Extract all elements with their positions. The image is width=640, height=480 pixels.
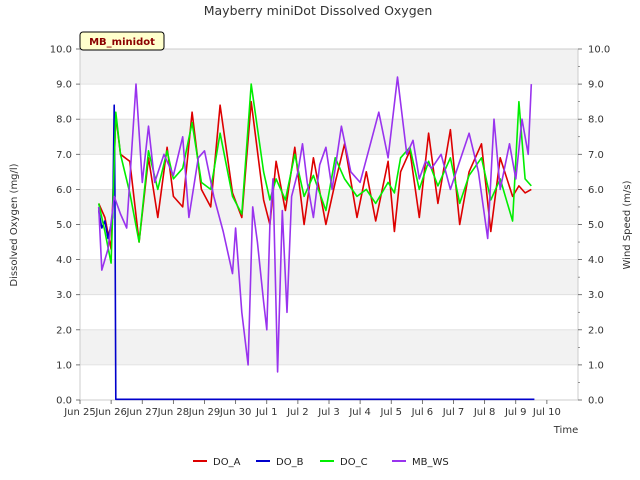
y-tick-right-label: 10.0 [588,45,610,56]
y-tick-right-label: 9.0 [588,80,604,91]
background-band [80,49,578,85]
y-tick-left-label: 1.0 [56,360,72,371]
legend: DO_A DO_B DO_C MB_WS [193,457,449,468]
legend-label-do-a: DO_A [213,457,241,468]
y-tick-left-label: 2.0 [56,325,72,336]
x-tick-label: Jul 1 [255,407,278,418]
legend-label-do-c: DO_C [340,457,368,468]
chart-title: Mayberry miniDot Dissolved Oxygen [204,3,433,18]
x-tick-label: Jul 4 [348,407,371,418]
site-badge: MB_minidot [79,31,165,51]
y-tick-right-label: 2.0 [588,325,604,336]
y-tick-left-label: 3.0 [56,290,72,301]
y-axis-right: 0.0 1.0 2.0 3.0 4.0 5.0 6.0 7.0 8.0 9.0 10.0 [578,45,610,407]
x-tick-label: Jul 10 [532,407,561,418]
series-line-do-c [97,83,532,264]
series-line-do-a [97,100,532,250]
y-tick-right-label: 5.0 [588,220,604,231]
series-lines [97,76,535,401]
y-tick-left-label: 4.0 [56,255,72,266]
y-tick-right-label: 8.0 [588,115,604,126]
series-line-do-b [97,104,535,401]
x-tick-label: Jul 8 [473,407,496,418]
site-badge-label: MB_minidot [89,37,155,48]
y-axis-left: 0.0 1.0 2.0 3.0 4.0 5.0 6.0 7.0 8.0 9.0 10.0 [50,45,80,407]
y-tick-left-label: 0.0 [56,396,72,407]
y-axis-left-label: Dissolved Oxygen (mg/l) [9,163,20,286]
y-tick-right-label: 4.0 [588,255,604,266]
y-tick-right-label: 7.0 [588,150,604,161]
x-tick-label: Jun 28 [157,407,190,418]
y-tick-left-label: 10.0 [50,45,72,56]
x-tick-label: Jul 7 [442,407,465,418]
x-axis-label: Time [553,425,578,436]
x-tick-label: Jun 25 [63,407,96,418]
x-tick-label: Jul 2 [286,407,309,418]
legend-label-mb-ws: MB_WS [412,457,449,468]
x-tick-label: Jul 3 [317,407,340,418]
y-tick-right-label: 1.0 [588,360,604,371]
y-tick-left-label: 7.0 [56,150,72,161]
background-band [80,329,578,365]
y-tick-left-label: 6.0 [56,185,72,196]
background-band [80,119,578,155]
y-tick-right-label: 6.0 [588,185,604,196]
y-tick-right-label: 3.0 [588,290,604,301]
series-line-mb-ws [97,76,533,373]
x-tick-label: Jun 29 [188,407,221,418]
x-tick-label: Jun 26 [94,407,127,418]
x-tick-label: Jun 30 [219,407,252,418]
y-axis-right-label: Wind Speed (m/s) [622,180,633,269]
y-tick-right-label: 0.0 [588,396,604,407]
x-axis: Jun 25 Jun 26 Jun 27 Jun 28 Jun 29 Jun 30 Jul … [63,400,561,418]
x-tick-label: Jul 6 [411,407,434,418]
x-tick-label: Jun 27 [125,407,158,418]
x-tick-label: Jul 9 [504,407,527,418]
y-tick-left-label: 8.0 [56,115,72,126]
y-tick-left-label: 9.0 [56,80,72,91]
y-tick-left-label: 5.0 [56,220,72,231]
legend-label-do-b: DO_B [276,457,304,468]
x-tick-label: Jul 5 [379,407,402,418]
background-band [80,259,578,295]
site-badge-box [79,31,165,51]
